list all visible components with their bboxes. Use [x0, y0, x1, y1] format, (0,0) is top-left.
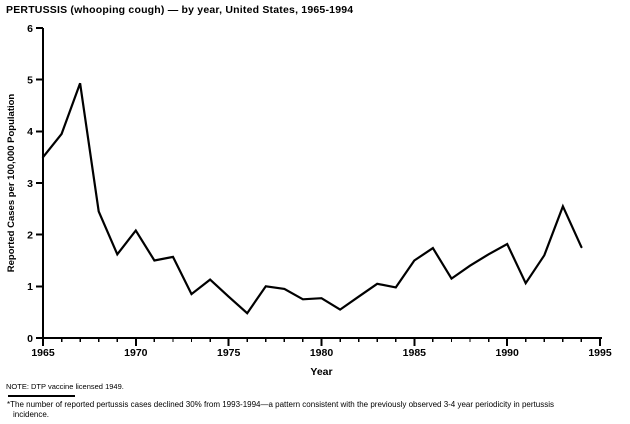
footnote-marker: *	[7, 400, 11, 409]
x-tick-label: 1965	[31, 347, 55, 359]
x-axis-title: Year	[310, 366, 332, 378]
x-tick-label: 1985	[403, 347, 427, 359]
x-tick-label: 1980	[310, 347, 334, 359]
line-chart-canvas: 0 1 2 3 4 5 6 1965 1970 1975 1980 1985 1990 1995 Repor…	[6, 23, 612, 378]
x-tick-label: 1995	[588, 347, 612, 359]
y-tick-label: 4	[27, 126, 33, 138]
y-tick-label: 0	[27, 333, 33, 345]
x-tick-label: 1990	[495, 347, 519, 359]
note-text: NOTE: DTP vaccine licensed 1949.	[6, 382, 124, 391]
y-tick-label: 2	[27, 229, 33, 241]
y-tick-label: 3	[27, 178, 33, 190]
x-tick-label: 1970	[124, 347, 148, 359]
footnote-separator	[8, 395, 75, 397]
footnote-line2: incidence.	[13, 409, 50, 419]
y-tick-label: 1	[27, 281, 33, 293]
footnote-text: *The number of reported pertussis cases …	[7, 400, 627, 419]
y-tick-label: 6	[27, 23, 33, 35]
footnote-line1: The number of reported pertussis cases d…	[10, 400, 554, 409]
chart-title: PERTUSSIS (whooping cough) — by year, Un…	[6, 4, 354, 16]
x-tick-label: 1975	[217, 347, 241, 359]
y-tick-label: 5	[27, 74, 33, 86]
data-series-line	[41, 82, 583, 315]
y-axis-title: Reported Cases per 100,000 Population	[6, 94, 17, 273]
